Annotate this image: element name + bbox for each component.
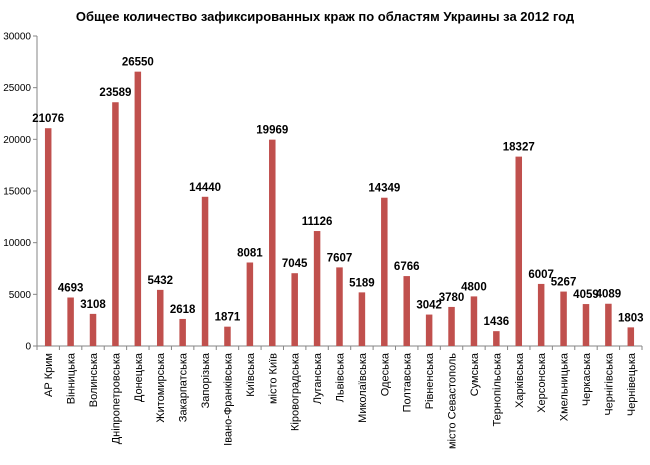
x-tick-label: Рівненська (424, 352, 436, 409)
bar (134, 71, 142, 347)
bar (627, 327, 635, 346)
data-label: 14349 (368, 183, 400, 195)
x-axis-ticks: АР Крим Вінницька Волинська Дніпропетровськ… (36, 346, 643, 449)
bar (605, 303, 612, 346)
bar (67, 297, 74, 346)
bar (582, 304, 590, 346)
x-tick-label: Волинська (88, 352, 100, 407)
data-label: 26550 (122, 57, 154, 69)
data-label: 3780 (439, 292, 465, 304)
x-tick-label: Запорізька (200, 352, 212, 408)
bar (358, 292, 366, 346)
y-axis-ticks: 0 5000 10000 15000 20000 25000 30000 (3, 32, 37, 353)
bar (470, 296, 478, 346)
x-tick-label: АР Крим (43, 353, 55, 397)
data-label: 11126 (302, 216, 333, 228)
x-tick-label: Чернівецька (626, 352, 638, 416)
x-tick-label: Дніпропетровська (110, 352, 122, 444)
x-tick-label: Закарпатська (178, 352, 190, 422)
data-label: 21076 (32, 113, 64, 125)
data-label: 18327 (503, 142, 535, 154)
data-label: 3042 (416, 300, 442, 312)
x-tick-label: Херсонська (536, 352, 548, 413)
bar (291, 273, 298, 346)
data-label: 1871 (215, 312, 241, 324)
y-tick-label: 25000 (3, 83, 31, 94)
bar (179, 318, 186, 346)
bar (156, 289, 164, 346)
x-tick-label: Вінницька (66, 352, 78, 404)
data-label: 1803 (618, 312, 644, 324)
data-label: 23589 (99, 87, 131, 99)
data-label: 5432 (147, 275, 173, 287)
x-tick-label: Донецька (133, 352, 145, 402)
bar (112, 102, 119, 346)
data-label: 5267 (551, 277, 577, 289)
bar (537, 283, 545, 346)
data-label: 4800 (461, 281, 487, 293)
x-tick-label: місто Севастополь (447, 353, 459, 449)
data-label: 1436 (484, 316, 510, 328)
bar (336, 267, 343, 346)
data-label: 6766 (394, 261, 420, 273)
bar (224, 326, 231, 346)
y-tick-label: 20000 (3, 135, 31, 146)
bar (403, 276, 410, 346)
bar (201, 196, 209, 346)
x-tick-label: Київська (245, 352, 257, 397)
bar (515, 156, 523, 346)
x-tick-label: Хмельницька (559, 352, 571, 421)
data-label: 4089 (596, 289, 622, 301)
bar (381, 197, 388, 346)
data-label: 7607 (327, 252, 353, 264)
x-tick-label: місто Київ (267, 353, 279, 404)
x-tick-label: Тернопільська (491, 352, 503, 426)
x-tick-label: Львівська (335, 352, 347, 402)
bars-group (44, 71, 635, 347)
x-tick-label: Миколаївська (357, 352, 369, 423)
bar (493, 331, 500, 346)
bar (269, 139, 276, 346)
data-label: 2618 (170, 304, 196, 316)
y-tick-label: 10000 (3, 238, 31, 249)
y-tick-label: 15000 (3, 187, 31, 198)
bar (448, 306, 455, 346)
bar (89, 313, 97, 346)
y-tick-label: 0 (25, 342, 31, 353)
bar (44, 128, 52, 346)
x-tick-label: Черкаська (581, 352, 593, 406)
data-label: 7045 (282, 258, 308, 270)
x-tick-label: Луганська (312, 352, 324, 404)
x-tick-label: Чернігівська (603, 352, 615, 416)
data-label: 6007 (528, 269, 554, 281)
data-label: 4693 (58, 283, 84, 295)
chart-title: Общее количество зафиксированных краж по… (76, 9, 575, 24)
x-tick-label: Харківська (514, 352, 526, 408)
bar (560, 291, 567, 346)
x-tick-label: Сумська (469, 352, 481, 396)
bar (246, 262, 254, 346)
data-label: 4059 (573, 289, 599, 301)
x-tick-label: Житомирська (155, 352, 167, 422)
x-tick-label: Полтавська (402, 352, 414, 412)
bar (425, 314, 433, 346)
bar (313, 231, 321, 346)
data-label: 8081 (237, 247, 263, 259)
x-tick-label: Одеська (379, 352, 391, 396)
data-label: 5189 (349, 277, 375, 289)
y-tick-label: 30000 (3, 32, 31, 43)
data-label: 19969 (256, 125, 288, 137)
y-tick-label: 5000 (9, 290, 32, 301)
x-tick-label: Кіровоградська (290, 352, 302, 431)
data-labels-group: 21076 4693 3108 23589 26550 5432 2618 14440 1871… (32, 57, 643, 329)
data-label: 3108 (80, 299, 106, 311)
data-label: 14440 (189, 182, 221, 194)
x-tick-label: Івано-Франківська (222, 352, 234, 446)
